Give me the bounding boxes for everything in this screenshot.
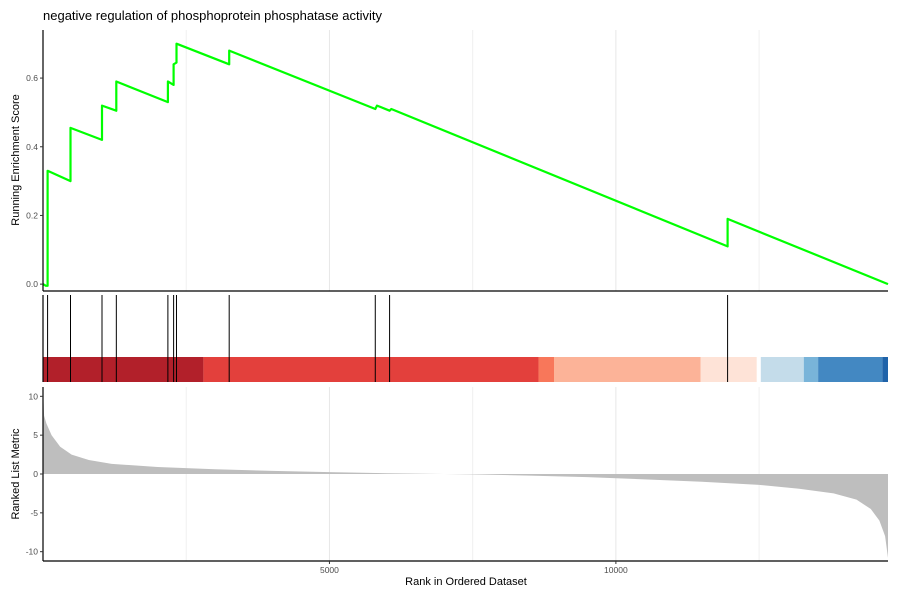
color-band — [43, 357, 888, 382]
color-band-segment — [700, 357, 757, 382]
color-band-segment — [203, 357, 539, 382]
color-band-segment — [756, 357, 761, 382]
ranked-metric-area — [43, 388, 888, 558]
x-tick-label: 10000 — [604, 565, 628, 575]
axes — [42, 30, 888, 562]
enrichment-y-tick-label: 0.6 — [26, 73, 38, 83]
color-band-segment — [43, 357, 204, 382]
x-tick-label: 5000 — [320, 565, 339, 575]
color-band-segment — [760, 357, 804, 382]
ranked-metric-y-axis-title: Ranked List Metric — [10, 428, 22, 520]
enrichment-y-tick-label: 0.4 — [26, 142, 38, 152]
color-band-segment — [554, 357, 701, 382]
chart-title: negative regulation of phosphoprotein ph… — [43, 8, 382, 23]
tick-labels: 0.0 0.2 0.4 0.6 10 5 0 -5 -10 5000 10000 — [26, 73, 628, 575]
color-band-segment — [882, 357, 888, 382]
ranked-metric-y-tick-label: -10 — [26, 547, 39, 557]
enrichment-score-line — [42, 42, 889, 287]
color-band-segment — [818, 357, 883, 382]
ranked-metric-y-tick-label: 10 — [29, 391, 39, 401]
ranked-metric-y-tick-label: 0 — [33, 469, 38, 479]
ranked-metric-y-tick-label: 5 — [33, 430, 38, 440]
ranked-metric-y-tick-label: -5 — [30, 508, 38, 518]
color-band-segment — [538, 357, 555, 382]
hit-lines — [47, 295, 729, 382]
enrichment-grid — [185, 30, 760, 291]
x-axis-title: Rank in Ordered Dataset — [405, 576, 527, 588]
enrichment-y-tick-label: 0.0 — [26, 279, 38, 289]
enrichment-y-axis-title: Running Enrichment Score — [10, 94, 22, 225]
color-band-segment — [803, 357, 819, 382]
enrichment-y-tick-label: 0.2 — [26, 210, 38, 220]
